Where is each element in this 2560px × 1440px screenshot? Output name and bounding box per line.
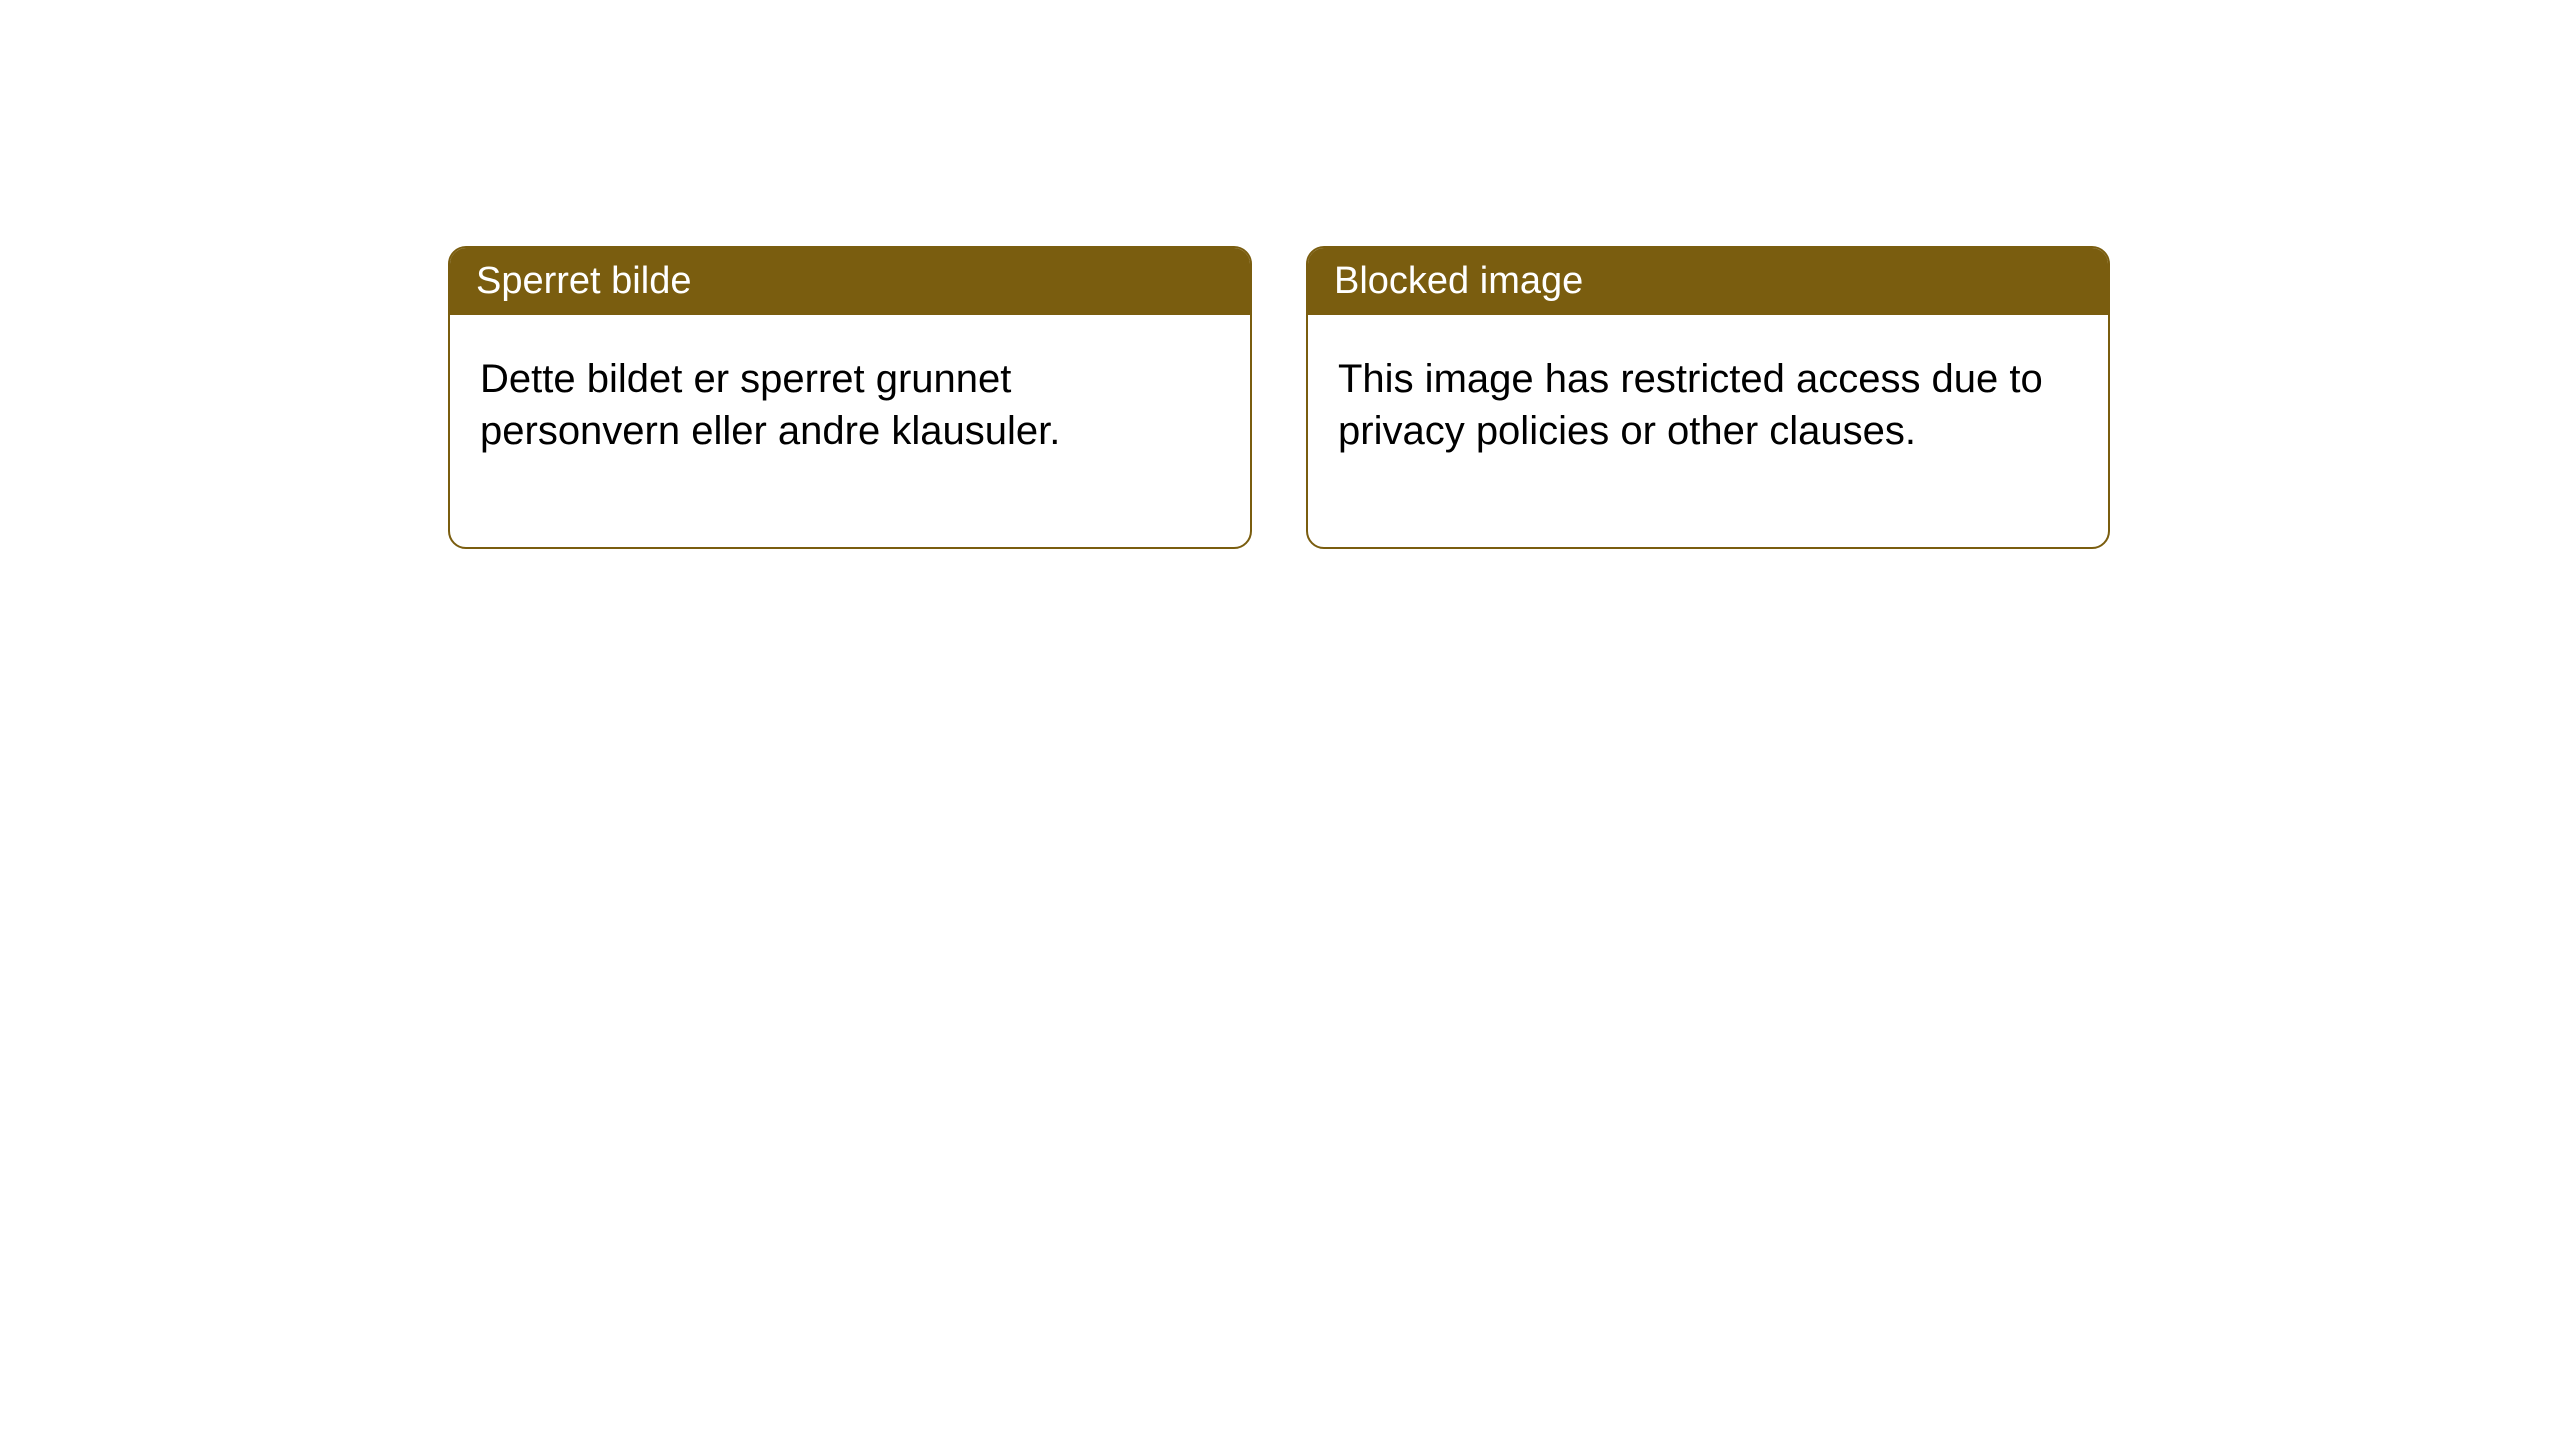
notice-card-text: Dette bildet er sperret grunnet personve… [480, 357, 1060, 453]
notice-card-header: Blocked image [1308, 248, 2108, 315]
notice-card-norwegian: Sperret bilde Dette bildet er sperret gr… [448, 246, 1252, 549]
notice-card-title: Blocked image [1334, 260, 1583, 302]
notice-card-header: Sperret bilde [450, 248, 1250, 315]
notice-card-english: Blocked image This image has restricted … [1306, 246, 2110, 549]
notice-card-body: This image has restricted access due to … [1308, 315, 2108, 547]
notice-card-body: Dette bildet er sperret grunnet personve… [450, 315, 1250, 547]
notice-cards-container: Sperret bilde Dette bildet er sperret gr… [448, 246, 2110, 549]
notice-card-title: Sperret bilde [476, 260, 691, 302]
notice-card-text: This image has restricted access due to … [1338, 357, 2043, 453]
